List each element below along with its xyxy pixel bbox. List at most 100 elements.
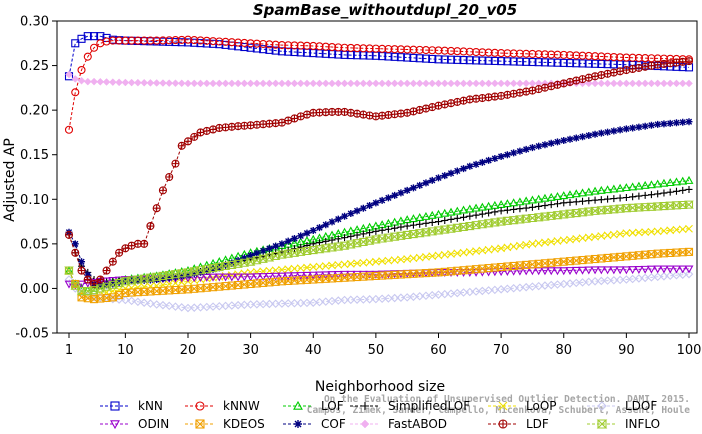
point-loop	[353, 259, 361, 268]
point-cof	[359, 204, 367, 212]
point-fastabod	[666, 79, 675, 88]
point-loop	[553, 237, 562, 245]
point-lof	[421, 211, 431, 220]
point-fastabod	[177, 79, 186, 88]
x-tick-label: 100	[677, 343, 702, 358]
point-loop	[296, 264, 305, 272]
point-knnw	[628, 53, 637, 62]
point-ldf	[158, 186, 167, 195]
point-odin	[208, 273, 218, 282]
point-ldof	[139, 298, 149, 307]
point-ldf	[641, 62, 650, 71]
point-simplifiedlof	[441, 217, 449, 225]
point-ldf	[440, 100, 449, 109]
point-knn	[71, 39, 80, 48]
point-odin	[484, 268, 494, 277]
point-knnw	[634, 53, 643, 62]
point-ldof	[302, 298, 312, 308]
point-cof	[159, 275, 167, 283]
point-ldf	[453, 97, 462, 106]
point-cof	[322, 221, 330, 229]
point-ldf	[71, 248, 80, 257]
point-knn	[271, 46, 280, 55]
point-fastabod	[215, 79, 224, 88]
point-fastabod	[440, 79, 449, 88]
point-simplifiedlof	[622, 194, 630, 202]
point-knn	[591, 59, 600, 68]
point-loop	[678, 225, 687, 234]
point-ldof	[290, 298, 299, 308]
point-ldof	[603, 276, 612, 285]
point-loop	[390, 256, 399, 264]
point-ldof	[183, 303, 193, 313]
point-cof	[416, 181, 424, 189]
point-fastabod	[121, 78, 130, 87]
point-knnw	[196, 36, 205, 45]
point-fastabod	[465, 79, 474, 88]
point-odin	[603, 266, 613, 275]
point-ldf	[597, 70, 606, 80]
point-cof	[472, 160, 480, 168]
point-fastabod	[397, 79, 405, 88]
point-fastabod	[641, 79, 650, 88]
point-lof	[584, 187, 594, 196]
point-knnw	[547, 50, 556, 59]
point-ldof	[296, 298, 305, 308]
point-odin	[640, 265, 650, 274]
point-loop	[647, 227, 656, 236]
legend-label: KDEOS	[223, 417, 265, 431]
series-line-ldf	[68, 60, 690, 285]
point-loop	[516, 241, 524, 250]
point-knnw	[190, 36, 199, 45]
point-knnw	[509, 49, 518, 58]
point-fastabod	[503, 79, 512, 88]
point-simplifiedlof	[522, 204, 530, 212]
legend-item-knnw: kNNW	[185, 399, 260, 413]
point-fastabod	[378, 79, 386, 88]
point-knnw	[171, 36, 180, 45]
point-odin	[302, 271, 312, 280]
point-ldof	[402, 293, 412, 302]
point-cof	[353, 207, 361, 215]
point-lof	[596, 185, 606, 194]
point-ldf	[177, 141, 186, 150]
point-simplifiedlof	[447, 215, 455, 223]
point-simplifiedlof	[341, 234, 349, 242]
point-knnw	[77, 65, 86, 75]
point-odin	[565, 267, 575, 276]
point-odin	[653, 265, 663, 274]
point-cof	[71, 240, 79, 248]
point-knnw	[553, 50, 562, 59]
point-fastabod	[453, 79, 462, 88]
point-odin	[546, 267, 556, 276]
point-fastabod	[340, 79, 349, 88]
point-knnw	[165, 36, 174, 45]
point-fastabod	[165, 79, 174, 87]
point-odin	[277, 272, 287, 281]
point-ldf	[459, 96, 468, 105]
point-cof	[209, 265, 217, 273]
point-simplifiedlof	[460, 213, 468, 221]
point-odin	[502, 267, 512, 276]
point-simplifiedlof	[503, 206, 511, 214]
point-ldf	[684, 57, 694, 66]
point-lof	[64, 265, 74, 274]
point-ldof	[377, 294, 387, 304]
point-ldf	[503, 90, 512, 99]
point-knnw	[64, 125, 74, 134]
legend-item-fastabod: FastABOD	[350, 417, 447, 431]
point-knnw	[327, 42, 337, 52]
point-knnw	[259, 39, 268, 49]
point-simplifiedlof	[347, 232, 355, 240]
point-lof	[502, 199, 512, 208]
point-simplifiedlof	[378, 226, 386, 234]
point-ldof	[453, 288, 462, 298]
point-knnw	[616, 53, 625, 62]
legend-item-ldf: LDF	[488, 417, 549, 431]
point-odin	[672, 265, 681, 274]
point-knnw	[121, 36, 130, 45]
legend-item-knn: kNN	[100, 399, 163, 413]
point-odin	[258, 273, 268, 282]
point-fastabod	[509, 79, 518, 88]
point-ldof	[478, 286, 487, 296]
